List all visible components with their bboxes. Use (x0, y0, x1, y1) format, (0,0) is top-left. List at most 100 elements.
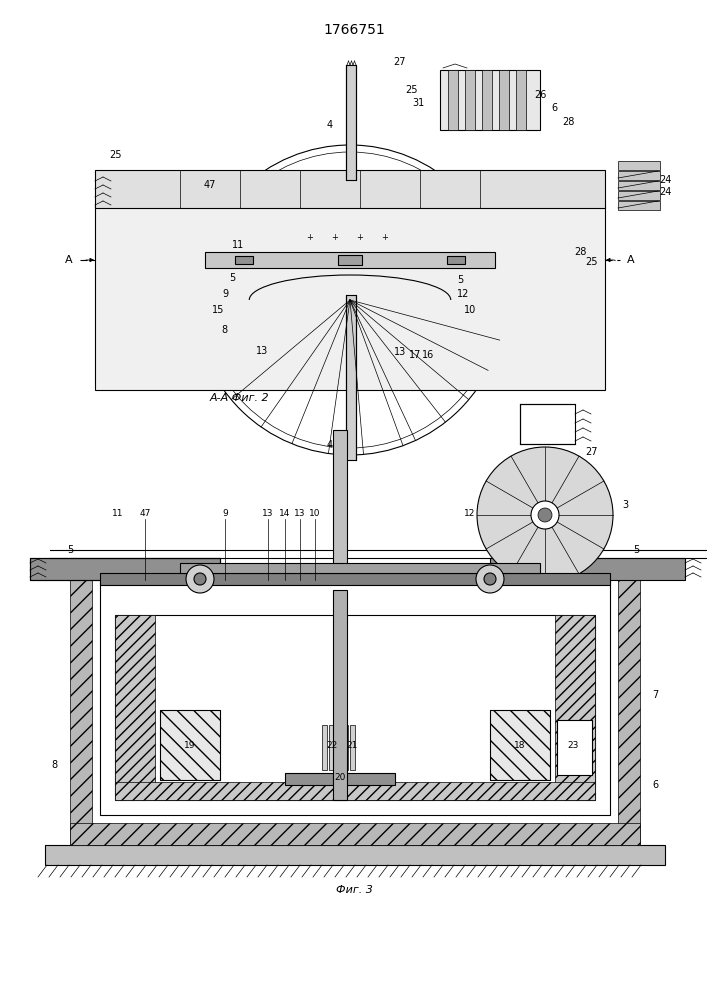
Text: 4: 4 (327, 120, 333, 130)
Circle shape (477, 447, 613, 583)
Bar (618, 191, 660, 200)
Bar (482, 70, 492, 130)
Text: 9: 9 (222, 289, 228, 299)
Bar (322, 725, 327, 770)
Text: 5: 5 (457, 275, 463, 285)
Bar (516, 70, 526, 130)
Text: 24: 24 (659, 175, 671, 185)
Text: 28: 28 (574, 247, 586, 257)
Bar (490, 558, 685, 580)
Text: 10: 10 (309, 508, 321, 518)
Bar (350, 725, 355, 770)
Circle shape (484, 573, 496, 585)
Text: 10: 10 (464, 305, 476, 315)
Text: +: + (356, 232, 363, 241)
Text: А-А Фиг. 2: А-А Фиг. 2 (210, 393, 269, 403)
Text: 15: 15 (212, 305, 224, 315)
Text: 21: 21 (346, 740, 358, 750)
Bar (490, 710, 550, 780)
Text: Фиг. 3: Фиг. 3 (336, 885, 373, 895)
Text: 8: 8 (52, 760, 58, 770)
Bar (30, 558, 220, 580)
Text: 28: 28 (562, 117, 574, 127)
Bar (205, 252, 495, 268)
Bar (115, 615, 595, 800)
Text: 26: 26 (534, 90, 547, 100)
Text: 22: 22 (327, 740, 338, 750)
Text: 47: 47 (204, 180, 216, 190)
Text: 27: 27 (586, 447, 598, 457)
Text: 3: 3 (622, 500, 628, 510)
Text: 11: 11 (112, 508, 124, 518)
Text: 25: 25 (585, 257, 597, 267)
Bar (618, 171, 660, 180)
Text: 47: 47 (139, 508, 151, 518)
Text: 5: 5 (67, 545, 74, 555)
Bar (555, 615, 595, 800)
Text: A: A (627, 255, 635, 265)
Circle shape (538, 508, 552, 522)
Text: 13: 13 (256, 346, 268, 356)
Text: 19: 19 (185, 740, 196, 750)
Text: 12: 12 (464, 508, 476, 518)
Text: 9: 9 (222, 508, 228, 518)
Circle shape (194, 573, 206, 585)
Bar (115, 782, 595, 800)
Bar (180, 563, 540, 573)
Text: 1766751: 1766751 (323, 23, 385, 37)
Bar (95, 170, 605, 208)
Bar (448, 70, 458, 130)
Text: +: + (307, 232, 313, 241)
Bar (30, 558, 220, 580)
Text: 5: 5 (633, 545, 639, 555)
Text: 13: 13 (394, 347, 406, 357)
Text: 6: 6 (551, 103, 557, 113)
Circle shape (476, 565, 504, 593)
Text: 14: 14 (279, 508, 291, 518)
Bar (285, 773, 395, 785)
Text: 5: 5 (229, 273, 235, 283)
Text: 7: 7 (652, 690, 658, 700)
Bar (618, 201, 660, 210)
Bar (70, 823, 640, 845)
Text: A: A (65, 255, 73, 265)
Text: 18: 18 (514, 740, 526, 750)
Bar (520, 404, 575, 444)
Bar (115, 615, 155, 800)
Bar (329, 725, 334, 770)
Bar (346, 295, 356, 460)
Circle shape (531, 501, 559, 529)
Text: 27: 27 (394, 57, 407, 67)
Bar (45, 845, 665, 865)
Text: 8: 8 (221, 325, 227, 335)
Text: 20: 20 (334, 774, 346, 782)
Bar (557, 720, 592, 775)
Bar (160, 710, 220, 780)
Bar (338, 255, 362, 265)
Text: 31: 31 (412, 98, 424, 108)
Bar (95, 205, 605, 390)
Bar (499, 70, 509, 130)
Text: 25: 25 (404, 85, 417, 95)
Bar (618, 161, 660, 170)
Bar (490, 710, 550, 780)
Text: 13: 13 (294, 508, 305, 518)
Text: 16: 16 (422, 350, 434, 360)
Bar (100, 573, 610, 585)
Bar (465, 70, 475, 130)
Text: 4: 4 (327, 440, 333, 450)
Bar (333, 430, 347, 580)
Bar (333, 590, 347, 800)
Bar (235, 256, 253, 264)
Text: 11: 11 (232, 240, 244, 250)
Text: 17: 17 (409, 350, 421, 360)
Bar (70, 580, 92, 845)
Text: 12: 12 (457, 289, 469, 299)
Bar (100, 580, 610, 815)
Text: 23: 23 (567, 740, 579, 750)
Text: 6: 6 (652, 780, 658, 790)
Text: +: + (332, 232, 339, 241)
Text: 13: 13 (262, 508, 274, 518)
Bar (447, 256, 465, 264)
Bar (440, 70, 540, 130)
